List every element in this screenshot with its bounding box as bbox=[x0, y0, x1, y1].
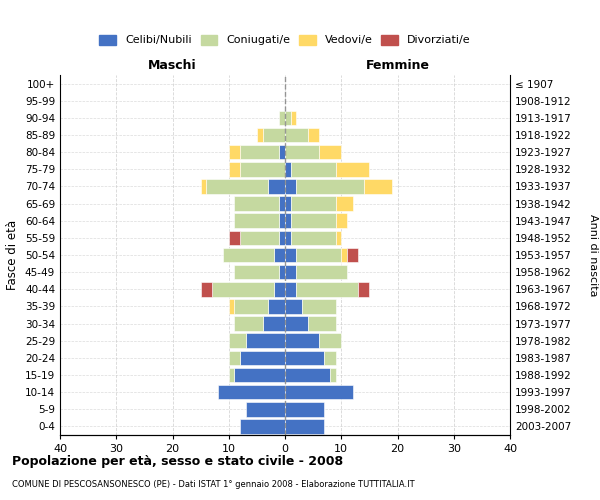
Bar bbox=[235, 368, 285, 382]
Bar bbox=[335, 196, 353, 211]
Bar bbox=[263, 316, 285, 331]
Bar bbox=[285, 145, 319, 160]
Bar bbox=[280, 265, 285, 280]
Bar bbox=[330, 368, 335, 382]
Bar bbox=[235, 316, 263, 331]
Bar bbox=[223, 248, 274, 262]
Bar bbox=[280, 110, 285, 125]
Bar bbox=[285, 299, 302, 314]
Bar bbox=[212, 282, 274, 296]
Bar bbox=[290, 196, 335, 211]
Bar bbox=[319, 334, 341, 348]
Bar bbox=[296, 179, 364, 194]
Bar bbox=[200, 179, 206, 194]
Bar bbox=[274, 248, 285, 262]
Bar bbox=[358, 282, 370, 296]
Bar bbox=[229, 162, 240, 176]
Bar bbox=[285, 179, 296, 194]
Bar bbox=[245, 334, 285, 348]
Text: Maschi: Maschi bbox=[148, 58, 197, 71]
Y-axis label: Fasce di età: Fasce di età bbox=[7, 220, 19, 290]
Bar bbox=[285, 128, 308, 142]
Bar bbox=[200, 282, 212, 296]
Bar bbox=[290, 162, 335, 176]
Bar bbox=[229, 145, 240, 160]
Bar bbox=[268, 179, 285, 194]
Bar bbox=[285, 419, 325, 434]
Bar bbox=[285, 402, 325, 416]
Bar bbox=[240, 350, 285, 365]
Bar bbox=[319, 145, 341, 160]
Bar bbox=[229, 368, 235, 382]
Bar bbox=[229, 299, 235, 314]
Bar bbox=[296, 248, 341, 262]
Bar bbox=[280, 196, 285, 211]
Bar bbox=[285, 282, 296, 296]
Bar bbox=[235, 299, 268, 314]
Bar bbox=[285, 162, 290, 176]
Bar bbox=[240, 162, 285, 176]
Bar bbox=[335, 162, 370, 176]
Bar bbox=[296, 282, 358, 296]
Text: COMUNE DI PESCOSANSONESCO (PE) - Dati ISTAT 1° gennaio 2008 - Elaborazione TUTTI: COMUNE DI PESCOSANSONESCO (PE) - Dati IS… bbox=[12, 480, 415, 489]
Bar bbox=[257, 128, 263, 142]
Bar bbox=[229, 350, 240, 365]
Bar bbox=[308, 128, 319, 142]
Bar bbox=[285, 196, 290, 211]
Bar bbox=[285, 385, 353, 400]
Bar bbox=[285, 248, 296, 262]
Bar bbox=[240, 145, 280, 160]
Bar bbox=[235, 196, 280, 211]
Bar bbox=[285, 316, 308, 331]
Bar bbox=[206, 179, 268, 194]
Bar bbox=[290, 110, 296, 125]
Bar bbox=[285, 214, 290, 228]
Bar bbox=[285, 350, 325, 365]
Bar bbox=[285, 265, 296, 280]
Legend: Celibi/Nubili, Coniugati/e, Vedovi/e, Divorziati/e: Celibi/Nubili, Coniugati/e, Vedovi/e, Di… bbox=[95, 30, 475, 50]
Bar bbox=[290, 214, 335, 228]
Text: Femmine: Femmine bbox=[365, 58, 430, 71]
Text: Popolazione per età, sesso e stato civile - 2008: Popolazione per età, sesso e stato civil… bbox=[12, 455, 343, 468]
Bar bbox=[229, 334, 245, 348]
Y-axis label: Anni di nascita: Anni di nascita bbox=[588, 214, 598, 296]
Bar bbox=[285, 110, 290, 125]
Bar bbox=[285, 368, 330, 382]
Bar bbox=[347, 248, 358, 262]
Bar bbox=[296, 265, 347, 280]
Bar bbox=[263, 128, 285, 142]
Bar bbox=[240, 419, 285, 434]
Bar bbox=[280, 214, 285, 228]
Bar bbox=[325, 350, 335, 365]
Bar bbox=[364, 179, 392, 194]
Bar bbox=[302, 299, 335, 314]
Bar bbox=[229, 230, 240, 245]
Bar bbox=[280, 145, 285, 160]
Bar bbox=[290, 230, 335, 245]
Bar bbox=[280, 230, 285, 245]
Bar bbox=[268, 299, 285, 314]
Bar bbox=[245, 402, 285, 416]
Bar bbox=[308, 316, 335, 331]
Bar bbox=[285, 334, 319, 348]
Bar bbox=[285, 230, 290, 245]
Bar bbox=[218, 385, 285, 400]
Bar bbox=[274, 282, 285, 296]
Bar bbox=[341, 248, 347, 262]
Bar bbox=[235, 265, 280, 280]
Bar bbox=[235, 214, 280, 228]
Bar bbox=[335, 214, 347, 228]
Bar bbox=[240, 230, 280, 245]
Bar bbox=[335, 230, 341, 245]
